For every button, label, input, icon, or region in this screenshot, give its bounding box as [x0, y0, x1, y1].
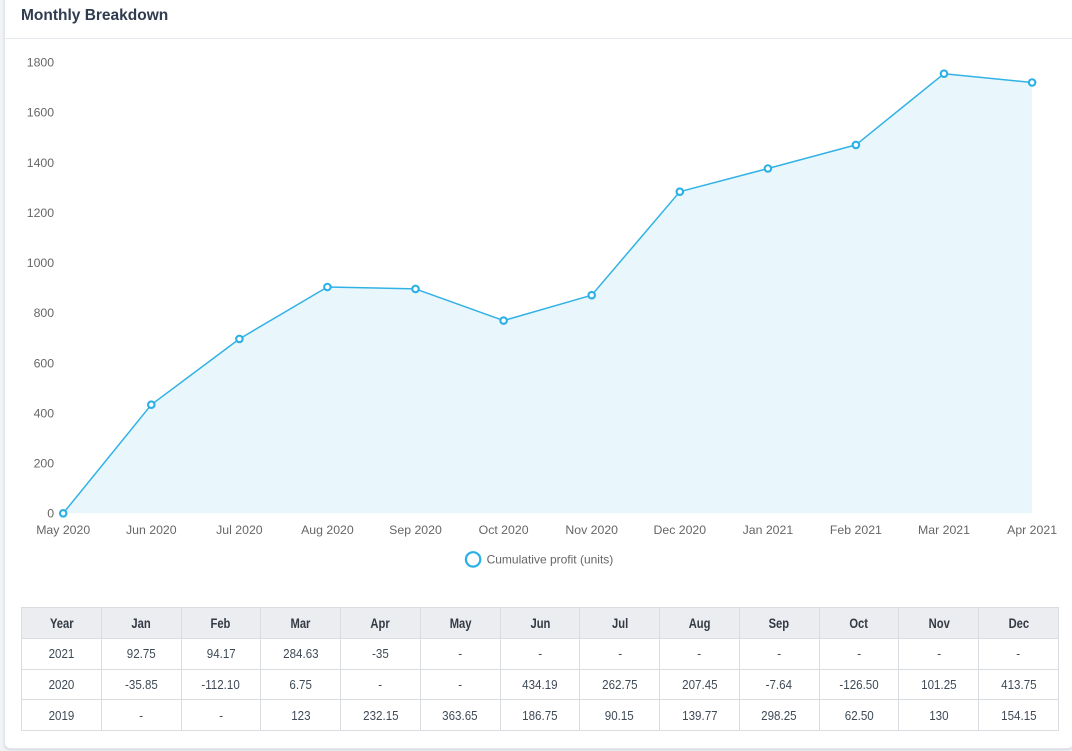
svg-text:200: 200 — [34, 457, 55, 471]
svg-text:Oct 2020: Oct 2020 — [479, 523, 529, 537]
svg-text:May 2020: May 2020 — [36, 523, 90, 537]
svg-text:Sep 2020: Sep 2020 — [389, 523, 442, 537]
svg-text:Jun 2020: Jun 2020 — [126, 523, 177, 537]
svg-text:1800: 1800 — [27, 56, 55, 70]
svg-text:600: 600 — [34, 356, 55, 370]
svg-text:1000: 1000 — [27, 256, 55, 270]
svg-text:Dec 2020: Dec 2020 — [653, 523, 706, 537]
svg-text:1200: 1200 — [27, 206, 55, 220]
svg-text:400: 400 — [34, 407, 55, 421]
svg-text:Jul 2020: Jul 2020 — [216, 523, 263, 537]
svg-text:1600: 1600 — [27, 106, 55, 120]
svg-text:Nov 2020: Nov 2020 — [565, 523, 618, 537]
svg-text:Apr 2021: Apr 2021 — [1007, 523, 1057, 537]
svg-text:Cumulative profit (units): Cumulative profit (units) — [487, 553, 614, 567]
svg-text:1400: 1400 — [27, 156, 55, 170]
svg-text:Jan 2021: Jan 2021 — [743, 523, 794, 537]
svg-text:0: 0 — [47, 507, 54, 521]
svg-text:Mar 2021: Mar 2021 — [918, 523, 970, 537]
svg-text:800: 800 — [34, 306, 55, 320]
svg-text:Feb 2021: Feb 2021 — [830, 523, 882, 537]
svg-text:Aug 2020: Aug 2020 — [301, 523, 354, 537]
